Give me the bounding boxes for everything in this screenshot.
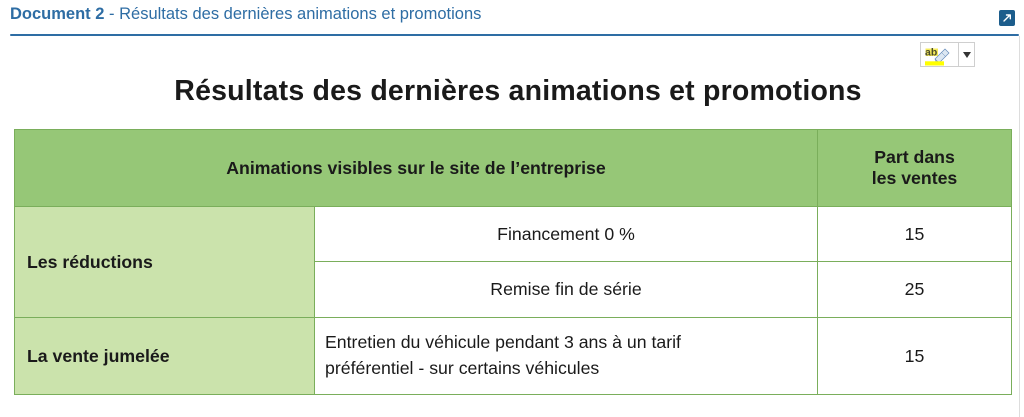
svg-text:ab: ab bbox=[925, 47, 937, 59]
